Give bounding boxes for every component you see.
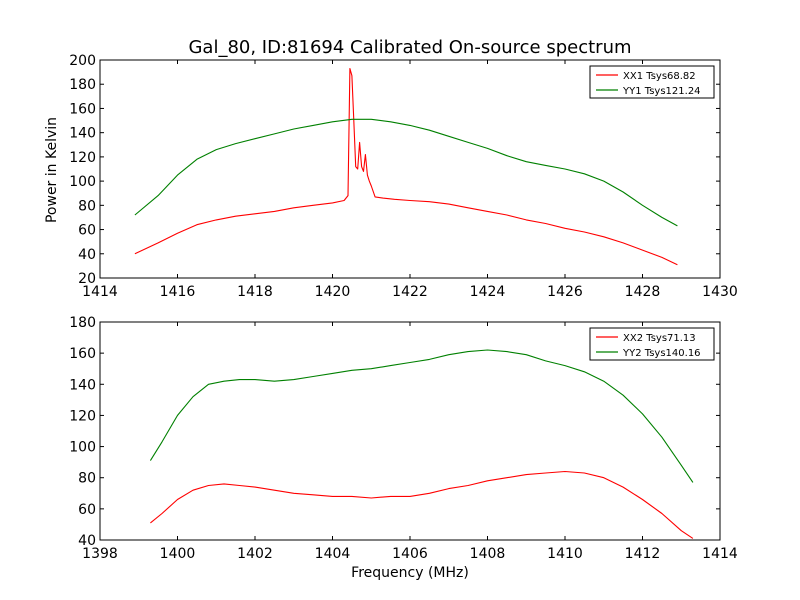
legend-entry: YY1 Tsys121.24 xyxy=(622,86,701,97)
y-tick-label: 140 xyxy=(69,377,96,393)
figure-title: Gal_80, ID:81694 Calibrated On-source sp… xyxy=(188,37,631,58)
y-tick-label: 180 xyxy=(69,315,96,331)
y-tick-label: 20 xyxy=(78,271,96,287)
y-tick-label: 100 xyxy=(69,174,96,190)
y-tick-label: 80 xyxy=(78,198,96,214)
series-line-xx2 xyxy=(150,470,694,539)
x-tick-label: 1430 xyxy=(702,284,738,300)
x-tick-label: 1414 xyxy=(82,284,118,300)
x-tick-label: 1426 xyxy=(547,284,583,300)
y-tick-label: 80 xyxy=(78,471,96,487)
y-tick-label: 60 xyxy=(78,223,96,239)
y-tick-label: 120 xyxy=(69,150,96,166)
x-tick-label: 1428 xyxy=(625,284,661,300)
legend-entry: YY2 Tsys140.16 xyxy=(622,348,701,359)
x-tick-label: 1412 xyxy=(625,546,661,562)
y-tick-label: 160 xyxy=(69,346,96,362)
x-tick-label: 1406 xyxy=(392,546,428,562)
x-tick-label: 1402 xyxy=(237,546,273,562)
legend-box xyxy=(589,327,715,361)
x-tick-label: 1404 xyxy=(315,546,351,562)
y-tick-label: 40 xyxy=(78,247,96,263)
x-tick-label: 1398 xyxy=(82,546,118,562)
y-tick-label: 200 xyxy=(69,53,96,69)
series-line-yy1 xyxy=(134,118,678,227)
y-tick-label: 40 xyxy=(78,533,96,549)
top-panel: 1414 1416 1418 1420 1422 1424 1426 1428 1430 20 40… xyxy=(69,53,738,300)
x-tick-label: 1400 xyxy=(160,546,196,562)
x-tick-label: 1422 xyxy=(392,284,428,300)
y-tick-label: 160 xyxy=(69,101,96,117)
x-tick-label: 1408 xyxy=(470,546,506,562)
x-tick-label: 1414 xyxy=(702,546,738,562)
legend: XX1 Tsys68.82 YY1 Tsys121.24 xyxy=(589,65,715,99)
y-tick-label: 180 xyxy=(69,77,96,93)
series-line-xx1 xyxy=(134,67,678,266)
x-tick-label: 1424 xyxy=(470,284,506,300)
bottom-panel: 1398 1400 1402 1404 1406 1408 1410 1412 1414 40 60… xyxy=(69,315,738,562)
series-line-yy2 xyxy=(149,349,694,483)
legend-entry: XX1 Tsys68.82 xyxy=(623,71,696,82)
y-tick-label: 120 xyxy=(69,408,96,424)
y-tick-label: 60 xyxy=(78,502,96,518)
legend-box xyxy=(589,65,715,99)
legend-entry: XX2 Tsys71.13 xyxy=(623,333,696,344)
y-tick-label: 100 xyxy=(69,440,96,456)
x-axis-label: Frequency (MHz) xyxy=(351,565,469,581)
x-tick-label: 1410 xyxy=(547,546,583,562)
y-tick-label: 140 xyxy=(69,126,96,142)
x-tick-label: 1416 xyxy=(160,284,196,300)
y-axis-label: Power in Kelvin xyxy=(44,117,60,223)
legend: XX2 Tsys71.13 YY2 Tsys140.16 xyxy=(589,327,715,361)
x-tick-label: 1420 xyxy=(315,284,351,300)
x-tick-label: 1418 xyxy=(237,284,273,300)
